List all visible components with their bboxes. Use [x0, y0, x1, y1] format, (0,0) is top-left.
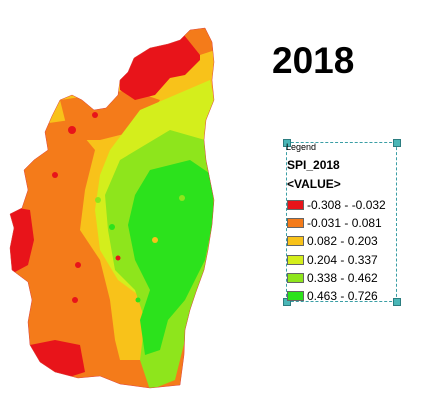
legend-swatch: [287, 272, 304, 283]
map-title: 2018: [272, 40, 355, 81]
legend-resize-handle-ne[interactable]: [393, 139, 401, 147]
legend-item: 0.204 - 0.337: [287, 251, 386, 269]
spi-raster: [10, 28, 214, 388]
legend-item: 0.082 - 0.203: [287, 232, 386, 250]
legend-swatch: [287, 218, 304, 229]
legend-label: 0.204 - 0.337: [307, 252, 378, 267]
legend-items: -0.308 - -0.032 -0.031 - 0.081 0.082 - 0…: [287, 196, 386, 305]
legend-frame[interactable]: [286, 142, 397, 302]
legend-label: -0.031 - 0.081: [307, 216, 382, 231]
legend-item: 0.463 - 0.726: [287, 287, 386, 305]
region-outline: [9, 27, 215, 389]
legend-resize-handle-nw[interactable]: [283, 139, 291, 147]
legend-swatch: [287, 254, 304, 265]
legend-label: 0.463 - 0.726: [307, 289, 378, 304]
legend-item: -0.308 - -0.032: [287, 196, 386, 214]
legend-label: -0.308 - -0.032: [307, 198, 386, 213]
legend-swatch: [287, 200, 304, 211]
legend-resize-handle-se[interactable]: [393, 298, 401, 306]
legend-field-name: SPI_2018: [287, 158, 340, 172]
legend-item: 0.338 - 0.462: [287, 269, 386, 287]
legend-item: -0.031 - 0.081: [287, 214, 386, 232]
legend-value-tag: <VALUE>: [287, 177, 341, 191]
legend-swatch: [287, 291, 304, 302]
legend-label: 0.082 - 0.203: [307, 234, 378, 249]
legend-swatch: [287, 236, 304, 247]
legend-header: Legend: [286, 142, 317, 152]
legend-label: 0.338 - 0.462: [307, 270, 378, 285]
